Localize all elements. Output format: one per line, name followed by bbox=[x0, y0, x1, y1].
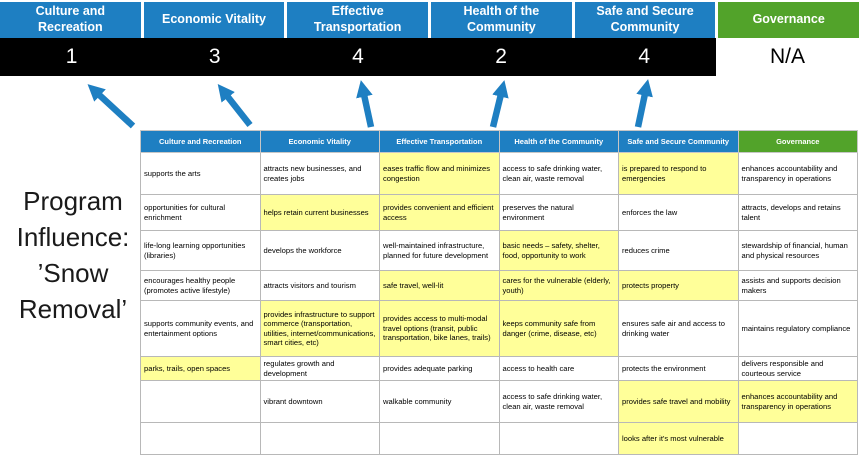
matrix-column-header: Governance bbox=[737, 130, 858, 153]
matrix-cell: walkable community bbox=[379, 380, 500, 423]
matrix-cell: safe travel, well-lit bbox=[379, 270, 500, 301]
matrix-cell: basic needs – safety, shelter, food, opp… bbox=[498, 230, 619, 271]
matrix-cell: attracts visitors and tourism bbox=[259, 270, 380, 301]
arrow-up-icon bbox=[87, 84, 136, 129]
matrix-cell: parks, trails, open spaces bbox=[140, 356, 261, 381]
score-row: 1 3 4 2 4 N/A bbox=[0, 38, 859, 76]
matrix-column-header: Safe and Secure Community bbox=[618, 130, 739, 153]
matrix-cell: develops the workforce bbox=[259, 230, 380, 271]
influence-matrix: Culture and Recreation Economic Vitality E… bbox=[140, 130, 858, 455]
matrix-cell: access to safe drinking water, clean air… bbox=[498, 380, 619, 423]
matrix-cell: protects property bbox=[618, 270, 739, 301]
arrow-up-icon bbox=[489, 80, 509, 128]
score-economic-vitality: 3 bbox=[143, 38, 287, 76]
matrix-column-header: Culture and Recreation bbox=[140, 130, 261, 153]
table-row: looks after it's most vulnerable bbox=[140, 422, 858, 455]
matrix-body: supports the arts attracts new businesses… bbox=[140, 152, 858, 455]
matrix-cell: vibrant downtown bbox=[259, 380, 380, 423]
score-health-of-the-community: 2 bbox=[429, 38, 573, 76]
matrix-cell: access to safe drinking water, clean air… bbox=[498, 152, 619, 195]
table-row: vibrant downtown walkable community access… bbox=[140, 380, 858, 423]
matrix-cell: cares for the vulnerable (elderly, youth… bbox=[498, 270, 619, 301]
score-safe-and-secure-community: 4 bbox=[572, 38, 716, 76]
matrix-cell: protects the environment bbox=[618, 356, 739, 381]
matrix-column-header: Economic Vitality bbox=[259, 130, 380, 153]
matrix-cell: regulates growth and development bbox=[259, 356, 380, 381]
matrix-header-row: Culture and Recreation Economic Vitality E… bbox=[140, 130, 858, 153]
matrix-cell bbox=[498, 422, 619, 455]
arrow-up-icon bbox=[217, 84, 253, 128]
matrix-cell: attracts, develops and retains talent bbox=[737, 194, 858, 231]
matrix-cell: enforces the law bbox=[618, 194, 739, 231]
matrix-cell: provides adequate parking bbox=[379, 356, 500, 381]
pillar-header-safe-and-secure-community: Safe and Secure Community bbox=[574, 2, 716, 38]
matrix-cell: looks after it's most vulnerable bbox=[618, 422, 739, 455]
matrix-cell: provides convenient and efficient access bbox=[379, 194, 500, 231]
page-title: Program Influence: ’Snow Removal’ bbox=[16, 186, 130, 324]
matrix-cell: enhances accountability and transparency… bbox=[737, 152, 858, 195]
matrix-cell: ensures safe air and access to drinking … bbox=[618, 300, 739, 357]
score-effective-transportation: 4 bbox=[286, 38, 430, 76]
matrix-cell: encourages healthy people (promotes acti… bbox=[140, 270, 261, 301]
matrix-cell: is prepared to respond to emergencies bbox=[618, 152, 739, 195]
matrix-cell: enhances accountability and transparency… bbox=[737, 380, 858, 423]
table-row: encourages healthy people (promotes acti… bbox=[140, 270, 858, 301]
matrix-cell: attracts new businesses, and creates job… bbox=[259, 152, 380, 195]
pillar-header-governance: Governance bbox=[718, 2, 859, 38]
matrix-column-header: Health of the Community bbox=[498, 130, 619, 153]
matrix-cell: access to health care bbox=[498, 356, 619, 381]
matrix-cell bbox=[737, 422, 858, 455]
table-row: life-long learning opportunities (librar… bbox=[140, 230, 858, 271]
pillar-header-effective-transportation: Effective Transportation bbox=[287, 2, 429, 38]
score-governance: N/A bbox=[715, 38, 859, 76]
table-row: parks, trails, open spaces regulates grow… bbox=[140, 356, 858, 381]
matrix-cell: maintains regulatory compliance bbox=[737, 300, 858, 357]
matrix-cell: reduces crime bbox=[618, 230, 739, 271]
matrix-cell bbox=[379, 422, 500, 455]
matrix-cell bbox=[140, 380, 261, 423]
matrix-cell: supports the arts bbox=[140, 152, 261, 195]
pillar-header-culture-and-recreation: Culture and Recreation bbox=[0, 2, 141, 38]
pillar-header-row: Culture and Recreation Economic Vitality E… bbox=[0, 2, 859, 38]
matrix-cell: life-long learning opportunities (librar… bbox=[140, 230, 261, 271]
matrix-cell: preserves the natural environment bbox=[498, 194, 619, 231]
table-row: supports community events, and entertain… bbox=[140, 300, 858, 357]
matrix-column-header: Effective Transportation bbox=[379, 130, 500, 153]
arrow-up-icon bbox=[356, 80, 375, 128]
table-row: opportunities for cultural enrichment hel… bbox=[140, 194, 858, 231]
matrix-cell: keeps community safe from danger (crime,… bbox=[498, 300, 619, 357]
score-arrows bbox=[87, 79, 653, 129]
matrix-cell: provides safe travel and mobility bbox=[618, 380, 739, 423]
matrix-cell: stewardship of financial, human and phys… bbox=[737, 230, 858, 271]
matrix-cell: delivers responsible and courteous servi… bbox=[737, 356, 858, 381]
pillar-header-economic-vitality: Economic Vitality bbox=[143, 2, 285, 38]
table-row: supports the arts attracts new businesses… bbox=[140, 152, 858, 195]
matrix-cell bbox=[140, 422, 261, 455]
matrix-cell: helps retain current businesses bbox=[259, 194, 380, 231]
matrix-cell: provides infrastructure to support comme… bbox=[259, 300, 380, 357]
matrix-cell: supports community events, and entertain… bbox=[140, 300, 261, 357]
matrix-cell: eases traffic flow and minimizes congest… bbox=[379, 152, 500, 195]
pillar-header-health-of-the-community: Health of the Community bbox=[431, 2, 572, 38]
matrix-cell: provides access to multi-modal travel op… bbox=[379, 300, 500, 357]
matrix-cell: opportunities for cultural enrichment bbox=[140, 194, 261, 231]
matrix-cell: well-maintained infrastructure, planned … bbox=[379, 230, 500, 271]
score-culture-and-recreation: 1 bbox=[0, 38, 144, 76]
matrix-cell bbox=[259, 422, 380, 455]
matrix-cell: assists and supports decision makers bbox=[737, 270, 858, 301]
arrow-up-icon bbox=[634, 79, 653, 128]
